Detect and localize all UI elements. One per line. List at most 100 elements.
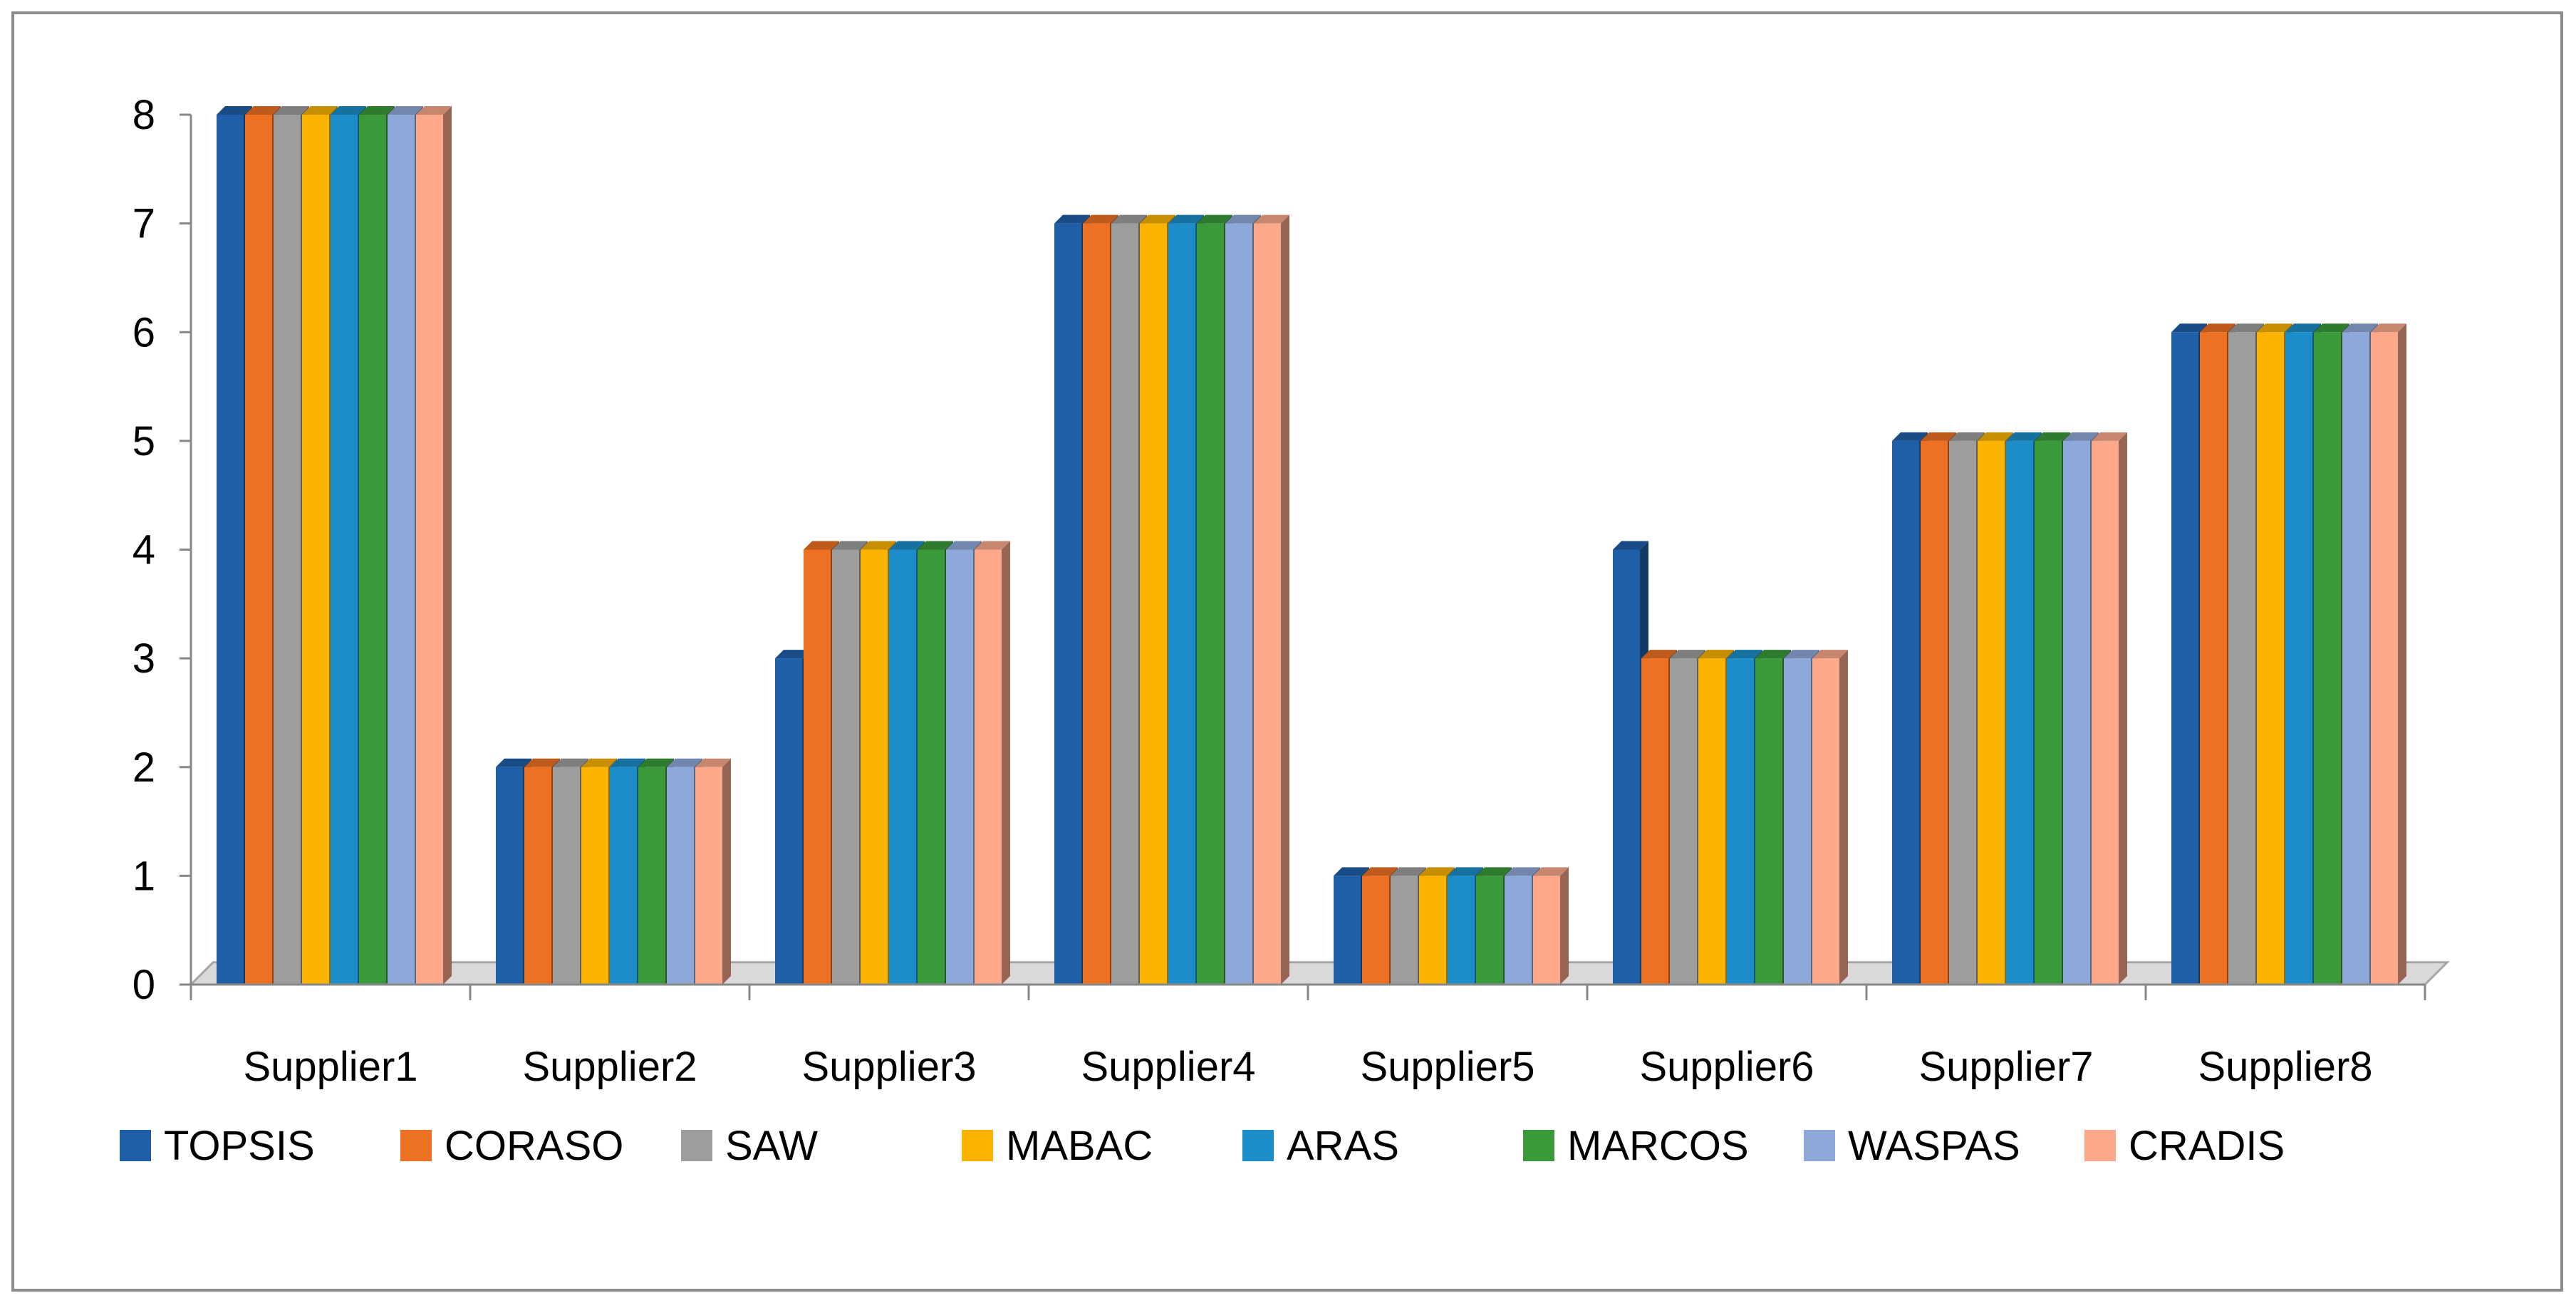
y-tick-label: 0 <box>133 962 155 1008</box>
bar-top <box>1448 867 1483 876</box>
bar-top <box>1083 214 1118 224</box>
bar-top <box>217 106 252 115</box>
bar-front <box>331 115 358 985</box>
bar-cradis-supplier2 <box>695 758 731 985</box>
bar-top <box>1978 432 2013 441</box>
bar-top <box>1225 214 1261 224</box>
bar-front <box>2006 440 2033 985</box>
bar-front <box>1641 658 1668 985</box>
bar-top <box>1334 867 1369 876</box>
bar-front <box>1949 440 1976 985</box>
bar-top <box>416 106 452 115</box>
bar-top <box>331 106 366 115</box>
bar-front <box>1476 876 1503 985</box>
bar-top <box>1254 214 1289 224</box>
bar-top <box>359 106 395 115</box>
y-tick-label: 8 <box>133 92 155 138</box>
bar-front <box>1391 876 1418 985</box>
bar-top <box>1949 432 1985 441</box>
bar-front <box>2342 332 2369 985</box>
bar-top <box>1476 867 1512 876</box>
y-tick-label: 4 <box>133 527 155 573</box>
bar-front <box>1083 223 1110 985</box>
bar-top <box>1755 650 1791 659</box>
bar-top <box>946 541 982 550</box>
bar-top <box>1641 650 1677 659</box>
bar-top <box>496 758 531 767</box>
bar-top <box>1670 650 1705 659</box>
bar-top <box>610 758 645 767</box>
bar-front <box>274 115 301 985</box>
bar-front <box>861 549 888 985</box>
bar-front <box>775 658 802 985</box>
bar-top <box>1391 867 1426 876</box>
y-axis: 0 1 2 3 4 5 6 7 8 <box>133 92 192 1008</box>
bar-side <box>2119 432 2127 985</box>
bar-top <box>1784 650 1819 659</box>
legend-item-aras: ARAS <box>1242 1123 1399 1169</box>
bar-front <box>217 115 244 985</box>
bar-side <box>2398 323 2406 985</box>
category-label: Supplier7 <box>1918 1044 2093 1090</box>
legend-label: SAW <box>725 1123 818 1169</box>
legend-label: TOPSIS <box>164 1123 315 1169</box>
legend-swatch <box>1242 1130 1274 1161</box>
bar-top <box>918 541 953 550</box>
bar-top <box>861 541 896 550</box>
bar-front <box>1254 223 1281 985</box>
legend-swatch <box>1523 1130 1554 1161</box>
bar-cradis-supplier8 <box>2371 323 2406 985</box>
bar-front <box>1921 440 1948 985</box>
bar-cradis-supplier6 <box>1812 650 1848 985</box>
legend-item-topsis: TOPSIS <box>120 1123 315 1169</box>
legend-swatch <box>962 1130 993 1161</box>
y-tick-label: 7 <box>133 201 155 247</box>
category-label: Supplier2 <box>522 1044 697 1090</box>
bar-cradis-supplier7 <box>2092 432 2127 985</box>
bar-front <box>695 767 722 985</box>
legend-item-cradis: CRADIS <box>2084 1123 2285 1169</box>
bar-front <box>1812 658 1839 985</box>
legend-item-saw: SAW <box>681 1123 818 1169</box>
bar-front <box>359 115 386 985</box>
bar-top <box>2285 323 2321 333</box>
bar-front <box>1334 876 1361 985</box>
bar-top <box>2228 323 2264 333</box>
legend-label: CORASO <box>445 1123 623 1169</box>
bar-cradis-supplier3 <box>975 541 1010 985</box>
y-tick-label: 2 <box>133 744 155 791</box>
bar-top <box>2314 323 2349 333</box>
bar-front <box>1168 223 1195 985</box>
bar-top <box>695 758 731 767</box>
bar-top <box>2342 323 2378 333</box>
legend-swatch <box>1804 1130 1835 1161</box>
bar-top <box>1727 650 1762 659</box>
bar-front <box>1362 876 1389 985</box>
bar-top <box>1613 541 1648 550</box>
bar-marcos-supplier5 <box>1476 867 1512 985</box>
bar-front <box>2171 332 2198 985</box>
bar-top <box>804 541 839 550</box>
bar-side <box>1002 541 1010 985</box>
legend-swatch <box>400 1130 432 1161</box>
bar-top <box>1197 214 1232 224</box>
legend-swatch <box>120 1130 151 1161</box>
legend: TOPSIS CORASO SAW MABAC ARAS MARCOS WASPAS CRAD… <box>120 1123 2285 1169</box>
bar-cradis-supplier5 <box>1533 867 1569 985</box>
bar-front <box>581 767 608 985</box>
bar-front <box>2200 332 2227 985</box>
bar-front <box>496 767 523 985</box>
bar-front <box>1613 549 1640 985</box>
bar-side <box>1560 867 1569 985</box>
bar-front <box>1197 223 1224 985</box>
bar-front <box>1054 223 1081 985</box>
bar-top <box>581 758 617 767</box>
bar-top <box>1168 214 1204 224</box>
bar-top <box>524 758 560 767</box>
bar-top <box>274 106 309 115</box>
bar-top <box>245 106 281 115</box>
bar-top <box>2171 323 2207 333</box>
bar-front <box>1505 876 1532 985</box>
bar-front <box>245 115 272 985</box>
